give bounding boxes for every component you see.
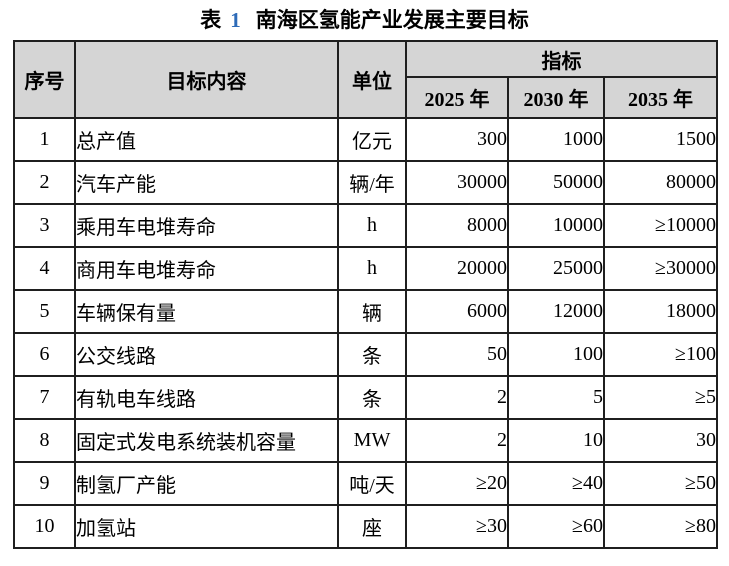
- cell-serial: 1: [13, 117, 76, 162]
- cell-content: 商用车电堆寿命: [74, 246, 339, 291]
- cell-serial: 9: [13, 461, 76, 506]
- table-header: 序号 目标内容 单位 指标 2025 年 2030 年 2035 年: [13, 40, 718, 119]
- table-row: 9 制氢厂产能 吨/天 ≥20 ≥40 ≥50: [13, 461, 718, 506]
- cell-unit: 辆: [337, 289, 407, 334]
- cell-2030: ≥40: [507, 461, 605, 506]
- table-row: 2 汽车产能 辆/年 30000 50000 80000: [13, 160, 718, 205]
- cell-2035: 80000: [603, 160, 718, 205]
- cell-unit: h: [337, 203, 407, 248]
- table-caption: 表 1 南海区氢能产业发展主要目标: [0, 0, 729, 33]
- header-serial: 序号: [13, 40, 76, 119]
- cell-serial: 5: [13, 289, 76, 334]
- cell-content: 车辆保有量: [74, 289, 339, 334]
- cell-content: 加氢站: [74, 504, 339, 549]
- header-unit: 单位: [337, 40, 407, 119]
- cell-2025: 30000: [405, 160, 509, 205]
- cell-2035: 30: [603, 418, 718, 463]
- cell-2025: 2: [405, 375, 509, 420]
- cell-content: 制氢厂产能: [74, 461, 339, 506]
- cell-2025: 300: [405, 117, 509, 162]
- table-row: 8 固定式发电系统装机容量 MW 2 10 30: [13, 418, 718, 463]
- cell-2025: 6000: [405, 289, 509, 334]
- cell-serial: 3: [13, 203, 76, 248]
- cell-2035: ≥10000: [603, 203, 718, 248]
- cell-2030: 25000: [507, 246, 605, 291]
- cell-unit: MW: [337, 418, 407, 463]
- cell-2035: 1500: [603, 117, 718, 162]
- cell-2035: ≥30000: [603, 246, 718, 291]
- cell-unit: 辆/年: [337, 160, 407, 205]
- cell-content: 固定式发电系统装机容量: [74, 418, 339, 463]
- cell-2030: 50000: [507, 160, 605, 205]
- table-row: 3 乘用车电堆寿命 h 8000 10000 ≥10000: [13, 203, 718, 248]
- cell-2030: 5: [507, 375, 605, 420]
- cell-2030: 10000: [507, 203, 605, 248]
- cell-2035: ≥100: [603, 332, 718, 377]
- cell-2035: 18000: [603, 289, 718, 334]
- cell-2030: 10: [507, 418, 605, 463]
- table-caption-number: 1: [230, 8, 241, 32]
- cell-2025: ≥30: [405, 504, 509, 549]
- header-year-2025: 2025 年: [405, 76, 509, 119]
- table-row: 4 商用车电堆寿命 h 20000 25000 ≥30000: [13, 246, 718, 291]
- table-caption-text: 南海区氢能产业发展主要目标: [255, 8, 529, 32]
- table-row: 5 车辆保有量 辆 6000 12000 18000: [13, 289, 718, 334]
- cell-2030: 100: [507, 332, 605, 377]
- cell-2025: ≥20: [405, 461, 509, 506]
- table-body: 1 总产值 亿元 300 1000 1500 2 汽车产能 辆/年 30000 …: [13, 117, 718, 549]
- header-content: 目标内容: [74, 40, 339, 119]
- cell-unit: h: [337, 246, 407, 291]
- cell-2030: ≥60: [507, 504, 605, 549]
- header-row-years: 2025 年 2030 年 2035 年: [14, 76, 718, 119]
- cell-serial: 7: [13, 375, 76, 420]
- cell-content: 公交线路: [74, 332, 339, 377]
- targets-table: 序号 目标内容 单位 指标 2025 年 2030 年 2035 年 1 总产值…: [13, 40, 718, 549]
- header-year-2035: 2035 年: [603, 76, 718, 119]
- cell-unit: 座: [337, 504, 407, 549]
- cell-2030: 12000: [507, 289, 605, 334]
- cell-2025: 8000: [405, 203, 509, 248]
- table-caption-label: 表: [200, 8, 222, 32]
- cell-2035: ≥50: [603, 461, 718, 506]
- cell-2035: ≥5: [603, 375, 718, 420]
- cell-unit: 条: [337, 375, 407, 420]
- table-row: 6 公交线路 条 50 100 ≥100: [13, 332, 718, 377]
- cell-2025: 2: [405, 418, 509, 463]
- cell-unit: 亿元: [337, 117, 407, 162]
- cell-unit: 条: [337, 332, 407, 377]
- cell-content: 总产值: [74, 117, 339, 162]
- cell-unit: 吨/天: [337, 461, 407, 506]
- cell-serial: 4: [13, 246, 76, 291]
- cell-2030: 1000: [507, 117, 605, 162]
- table-row: 1 总产值 亿元 300 1000 1500: [13, 117, 718, 162]
- cell-serial: 10: [13, 504, 76, 549]
- cell-serial: 8: [13, 418, 76, 463]
- cell-serial: 6: [13, 332, 76, 377]
- cell-serial: 2: [13, 160, 76, 205]
- header-row-top: 序号 目标内容 单位 指标: [13, 40, 718, 119]
- cell-2035: ≥80: [603, 504, 718, 549]
- cell-content: 有轨电车线路: [74, 375, 339, 420]
- cell-2025: 50: [405, 332, 509, 377]
- cell-content: 汽车产能: [74, 160, 339, 205]
- table-row: 7 有轨电车线路 条 2 5 ≥5: [13, 375, 718, 420]
- header-indicator-group: 指标: [405, 40, 718, 78]
- header-year-2030: 2030 年: [507, 76, 605, 119]
- cell-content: 乘用车电堆寿命: [74, 203, 339, 248]
- table-row: 10 加氢站 座 ≥30 ≥60 ≥80: [13, 504, 718, 549]
- cell-2025: 20000: [405, 246, 509, 291]
